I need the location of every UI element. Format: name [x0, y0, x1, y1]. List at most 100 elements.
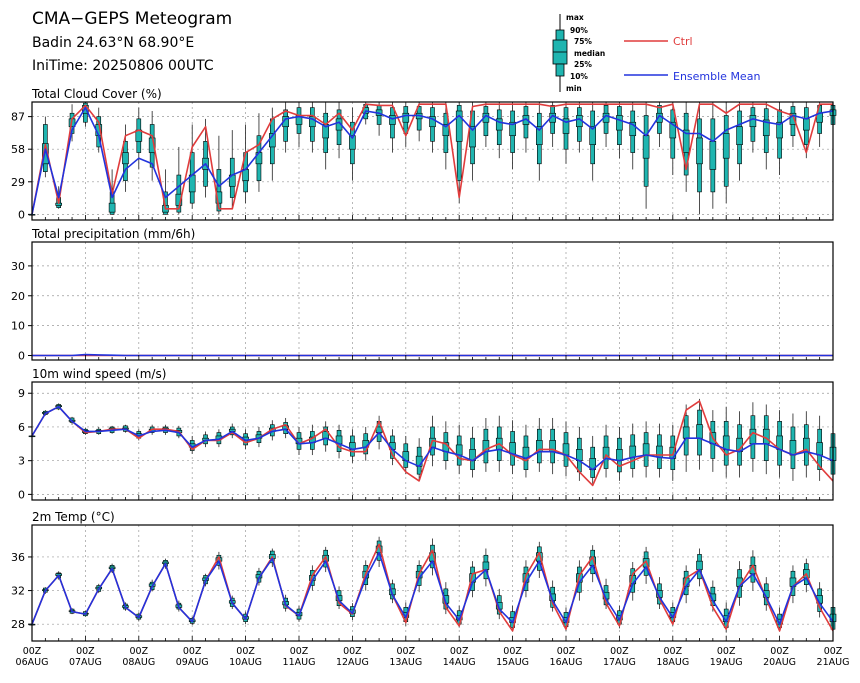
x-tick-label-date: 12AUG — [336, 657, 369, 668]
box-25-75 — [122, 152, 129, 165]
box-25-75 — [696, 560, 703, 570]
ensemble-box — [749, 102, 757, 153]
box-10-90 — [163, 191, 168, 215]
box-25-75 — [215, 191, 223, 204]
x-tick-label-time: 00Z — [824, 646, 843, 657]
box-25-75 — [108, 202, 116, 213]
ensemble-box — [535, 417, 543, 472]
ensemble-mean-line — [31, 551, 834, 626]
ctrl-line — [31, 103, 833, 215]
ensemble-box — [482, 102, 490, 147]
x-tick-label-date: 21AUG — [817, 657, 850, 668]
ensemble-box — [589, 102, 597, 181]
ensemble-box — [402, 102, 410, 147]
box-25-75 — [642, 443, 650, 456]
x-tick-label-date: 09AUG — [176, 657, 209, 668]
panel-title-temp: 2m Temp (°C) — [32, 510, 115, 524]
ensemble-box — [429, 102, 436, 153]
y-tick-label: 0 — [18, 350, 25, 363]
ensemble-box — [455, 424, 463, 475]
ensemble-box — [656, 423, 663, 478]
ensemble-box — [736, 411, 743, 478]
box-25-75 — [402, 112, 410, 123]
x-tick-label-time: 00Z — [770, 646, 789, 657]
time-axis: 00Z06AUG00Z07AUG00Z08AUG00Z09AUG00Z10AUG… — [16, 646, 850, 668]
ensemble-box — [549, 580, 556, 612]
x-tick-label-date: 14AUG — [443, 657, 476, 668]
ensemble-box — [682, 102, 690, 192]
ensemble-box — [175, 146, 183, 215]
y-tick-label: 32 — [11, 585, 25, 598]
y-tick-label: 28 — [11, 618, 25, 631]
ensemble-box — [656, 102, 663, 147]
panel-temp: 28 32 36 — [11, 524, 837, 642]
ensemble-box — [722, 406, 730, 478]
panel-title-precip: Total precipitation (mm/6h) — [31, 227, 195, 241]
y-tick-label: 0 — [18, 208, 25, 221]
ensemble-box — [549, 102, 556, 147]
box-25-75 — [789, 440, 797, 456]
box-25-75 — [389, 115, 396, 125]
ensemble-box — [736, 561, 743, 606]
x-tick-label-time: 00Z — [717, 646, 736, 657]
ensemble-box — [188, 124, 196, 209]
ensemble-box — [789, 102, 797, 147]
box-25-75 — [762, 119, 770, 137]
ensemble-box — [509, 420, 516, 475]
box-25-75 — [722, 435, 730, 450]
x-tick-label-date: 11AUG — [283, 657, 316, 668]
ensemble-box — [576, 102, 583, 153]
ensemble-box — [762, 102, 770, 170]
box-25-75 — [669, 121, 677, 139]
panel-frame — [31, 241, 834, 361]
ensemble-box — [389, 579, 396, 604]
panel-wind: 0 3 6 9 — [18, 381, 837, 501]
y-tick-label: 6 — [18, 421, 25, 434]
box-25-75 — [509, 121, 516, 137]
y-tick-label: 9 — [18, 387, 25, 400]
box-25-75 — [749, 115, 757, 128]
ensemble-box — [722, 102, 730, 204]
x-tick-label-time: 00Z — [503, 646, 522, 657]
box-25-75 — [562, 118, 570, 134]
ensemble-mean-line — [32, 353, 833, 357]
box-25-75 — [309, 116, 316, 128]
legend-mean-label: Ensemble Mean — [673, 70, 760, 83]
ensemble-box — [696, 398, 703, 470]
legend-label-75: 75% — [574, 37, 592, 46]
x-tick-label-time: 00Z — [76, 646, 95, 657]
ensemble-box — [629, 423, 637, 478]
box-25-75 — [776, 121, 783, 139]
box-25-75 — [642, 135, 650, 159]
y-tick-label: 20 — [11, 290, 25, 303]
ensemble-box — [389, 102, 396, 153]
ensemble-box — [522, 424, 530, 478]
ensemble-mean-line — [31, 106, 834, 215]
x-tick-label-date: 13AUG — [389, 657, 422, 668]
legend-label-25: 25% — [574, 60, 592, 69]
x-tick-label-time: 00Z — [396, 646, 415, 657]
y-tick-label: 10 — [11, 320, 25, 333]
x-tick-label-date: 16AUG — [550, 657, 583, 668]
box-25-75 — [696, 424, 703, 439]
ensemble-box — [322, 421, 330, 452]
x-tick-label-date: 19AUG — [710, 657, 743, 668]
ensemble-box — [816, 415, 823, 481]
box-25-75 — [789, 112, 797, 125]
box-25-75 — [455, 110, 463, 142]
ensemble-box — [789, 413, 797, 481]
y-tick-label: 58 — [11, 143, 25, 156]
box-25-75 — [535, 126, 543, 146]
ensemble-box — [602, 424, 610, 478]
box-25-75 — [349, 135, 356, 150]
ensemble-box — [309, 102, 316, 153]
legend-ctrl-label: Ctrl — [673, 35, 693, 48]
ensemble-box — [616, 426, 623, 481]
box-10-90 — [176, 174, 182, 213]
ensemble-box — [215, 135, 223, 215]
ensemble-box — [669, 102, 677, 176]
box-25-75 — [696, 137, 703, 165]
